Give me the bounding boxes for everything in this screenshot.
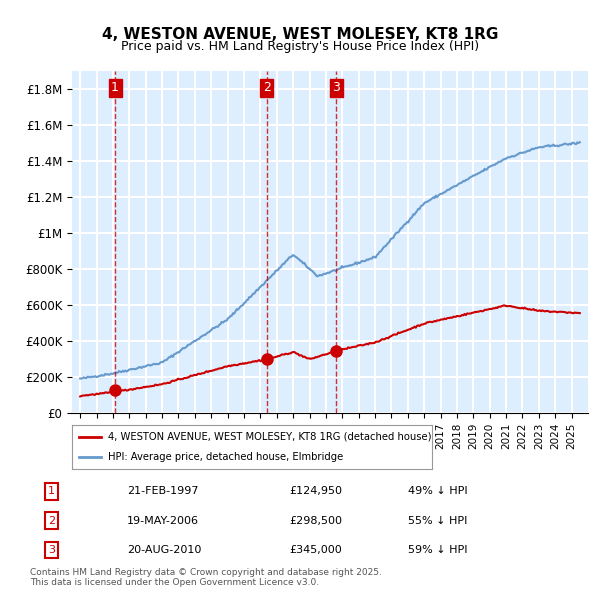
Text: HPI: Average price, detached house, Elmbridge: HPI: Average price, detached house, Elmb… [108, 452, 343, 462]
Text: Contains HM Land Registry data © Crown copyright and database right 2025.
This d: Contains HM Land Registry data © Crown c… [30, 568, 382, 587]
Text: £345,000: £345,000 [289, 545, 342, 555]
Text: Price paid vs. HM Land Registry's House Price Index (HPI): Price paid vs. HM Land Registry's House … [121, 40, 479, 53]
Text: 59% ↓ HPI: 59% ↓ HPI [408, 545, 467, 555]
Text: 1: 1 [111, 81, 119, 94]
Text: 21-FEB-1997: 21-FEB-1997 [127, 486, 199, 496]
Text: 2: 2 [263, 81, 271, 94]
Text: 19-MAY-2006: 19-MAY-2006 [127, 516, 199, 526]
Text: 3: 3 [48, 545, 55, 555]
Text: 49% ↓ HPI: 49% ↓ HPI [408, 486, 467, 496]
Text: 3: 3 [332, 81, 340, 94]
Text: £124,950: £124,950 [289, 486, 342, 496]
Text: £298,500: £298,500 [289, 516, 342, 526]
Text: 4, WESTON AVENUE, WEST MOLESEY, KT8 1RG: 4, WESTON AVENUE, WEST MOLESEY, KT8 1RG [102, 27, 498, 41]
Text: 2: 2 [48, 516, 55, 526]
Text: 1: 1 [48, 486, 55, 496]
Text: 20-AUG-2010: 20-AUG-2010 [127, 545, 202, 555]
Text: 4, WESTON AVENUE, WEST MOLESEY, KT8 1RG (detached house): 4, WESTON AVENUE, WEST MOLESEY, KT8 1RG … [108, 432, 431, 442]
Text: 55% ↓ HPI: 55% ↓ HPI [408, 516, 467, 526]
